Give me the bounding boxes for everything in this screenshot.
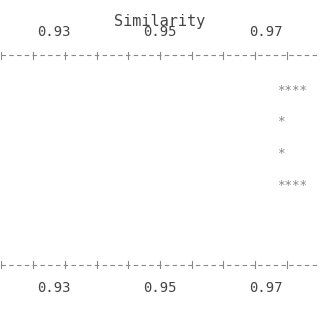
Text: 0.95: 0.95 — [143, 26, 177, 39]
Text: 0.93: 0.93 — [37, 26, 71, 39]
Text: 0.97: 0.97 — [249, 281, 283, 294]
Text: ****: **** — [277, 179, 308, 192]
Text: ****: **** — [277, 84, 308, 97]
Text: Similarity: Similarity — [114, 14, 206, 29]
Text: 0.97: 0.97 — [249, 26, 283, 39]
Text: *: * — [277, 147, 285, 160]
Text: 0.95: 0.95 — [143, 281, 177, 294]
Text: 0.93: 0.93 — [37, 281, 71, 294]
Text: *: * — [277, 116, 285, 128]
